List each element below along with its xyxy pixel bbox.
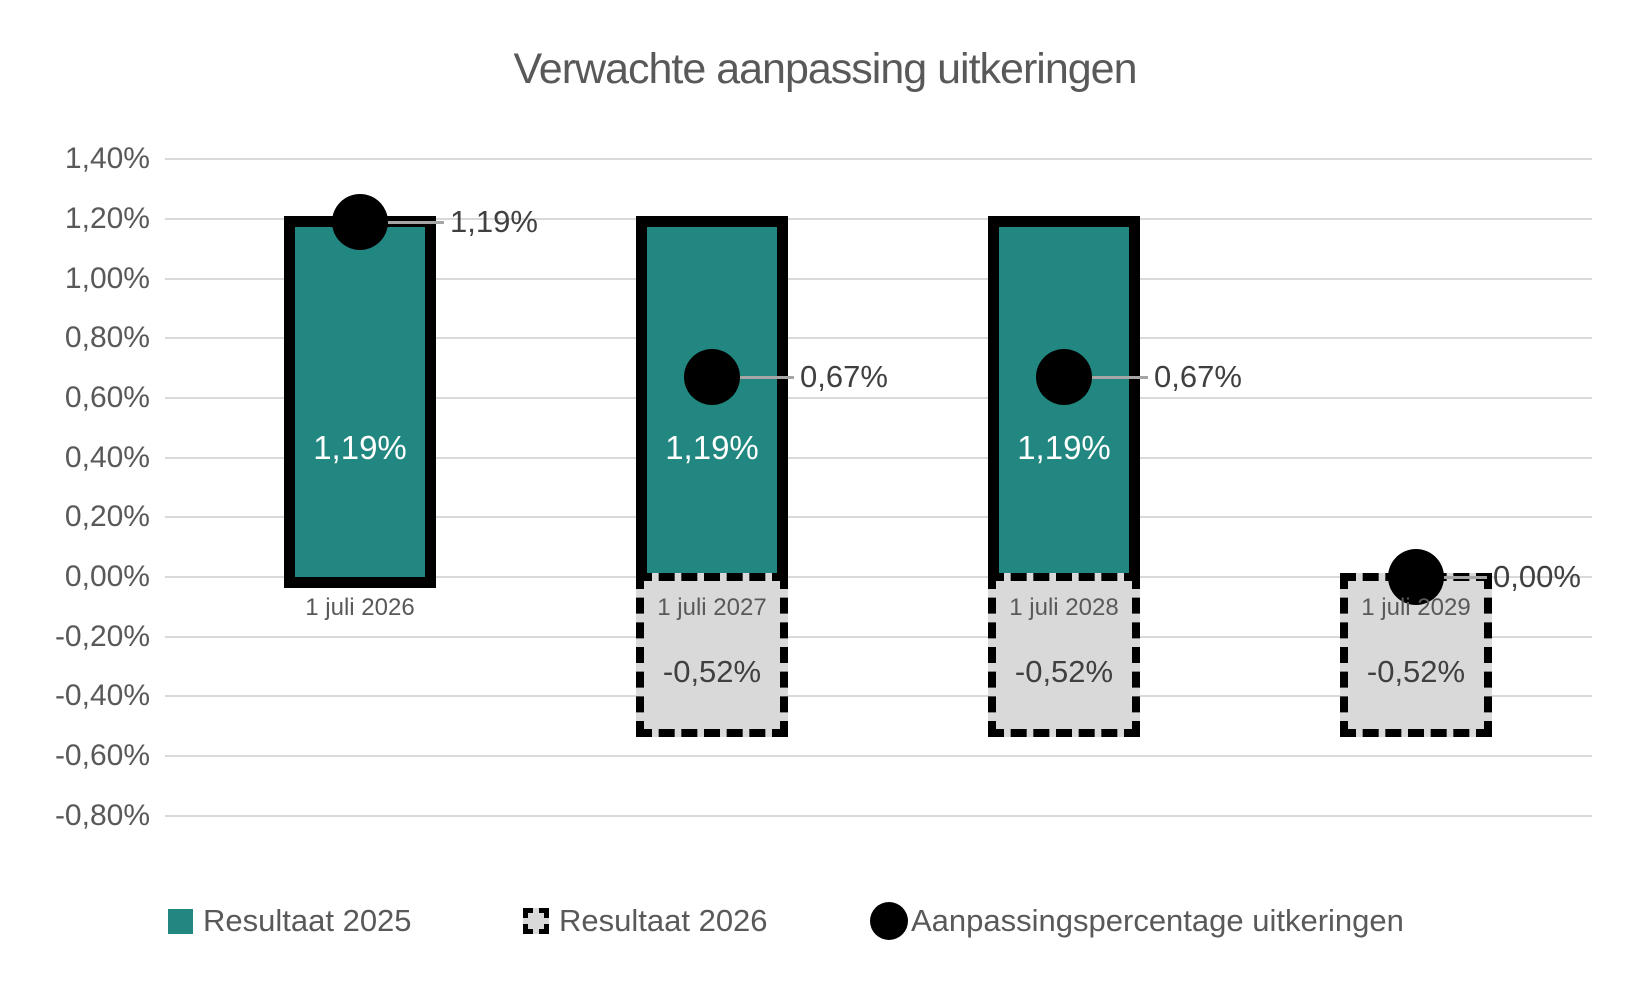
bar-resultaat-2026 (636, 573, 788, 737)
bar-value-label: 1,19% (665, 429, 759, 466)
y-axis-tick-label: -0,20% (54, 620, 150, 653)
leader-line (360, 221, 444, 224)
marker-value-label: 0,67% (1154, 359, 1242, 394)
marker-dot (332, 194, 388, 250)
y-axis-tick-label: 0,00% (64, 560, 150, 593)
bar-value-label: -0,52% (1014, 654, 1114, 689)
y-gridline (165, 158, 1592, 160)
black-circle-swatch-icon (870, 902, 908, 940)
y-axis-tick-label: 1,20% (64, 202, 150, 235)
dashed-swatch-icon (523, 908, 549, 934)
y-axis-tick-label: -0,80% (54, 799, 150, 832)
x-axis-category-label: 1 juli 2026 (305, 594, 415, 621)
y-gridline (165, 457, 1592, 459)
legend-label: Resultaat 2025 (203, 903, 412, 938)
y-gridline (165, 218, 1592, 220)
legend-item-resultaat-2025: Resultaat 2025 (168, 895, 412, 947)
teal-swatch-icon (168, 908, 193, 934)
y-gridline (165, 337, 1592, 339)
marker-value-label: 0,67% (800, 359, 888, 394)
marker-dot (684, 349, 740, 405)
legend-label: Resultaat 2026 (559, 903, 768, 938)
marker-value-label: 0,00% (1493, 559, 1581, 594)
y-gridline (165, 278, 1592, 280)
y-axis-tick-label: 0,40% (64, 441, 150, 474)
y-gridline (165, 636, 1592, 638)
y-gridline (165, 695, 1592, 697)
leader-line (1416, 576, 1487, 579)
x-axis-category-label: 1 juli 2028 (1009, 594, 1119, 621)
y-axis-tick-label: 1,40% (64, 142, 150, 175)
legend: Resultaat 2025 Resultaat 2026 Aanpassing… (0, 895, 1650, 947)
y-gridline (165, 576, 1592, 578)
bar-resultaat-2026 (988, 573, 1140, 737)
y-axis-tick-label: 0,80% (64, 321, 150, 354)
bar-value-label: -0,52% (1366, 654, 1466, 689)
y-gridline (165, 815, 1592, 817)
legend-item-resultaat-2026: Resultaat 2026 (523, 895, 768, 947)
y-axis-tick-label: -0,40% (54, 679, 150, 712)
marker-dot (1036, 349, 1092, 405)
x-axis-category-label: 1 juli 2029 (1361, 594, 1471, 621)
bar-value-label: -0,52% (662, 654, 762, 689)
leader-line (712, 376, 794, 379)
y-axis-tick-label: -0,60% (54, 739, 150, 772)
leader-line (1064, 376, 1148, 379)
marker-value-label: 1,19% (450, 204, 538, 239)
y-axis-tick-label: 1,00% (64, 262, 150, 295)
y-gridline (165, 397, 1592, 399)
legend-label: Aanpassingspercentage uitkeringen (911, 903, 1404, 938)
marker-dot (1388, 549, 1444, 605)
chart-title: Verwachte aanpassing uitkeringen (513, 45, 1138, 93)
y-axis-tick-label: 0,20% (64, 500, 150, 533)
y-axis-tick-label: 0,60% (64, 381, 150, 414)
legend-item-aanpassingspercentage: Aanpassingspercentage uitkeringen (870, 895, 1404, 947)
y-gridline (165, 755, 1592, 757)
bar-resultaat-2025 (284, 216, 436, 588)
y-gridline (165, 516, 1592, 518)
bar-value-label: 1,19% (1017, 429, 1111, 466)
x-axis-category-label: 1 juli 2027 (657, 594, 767, 621)
bar-value-label: 1,19% (313, 429, 407, 466)
